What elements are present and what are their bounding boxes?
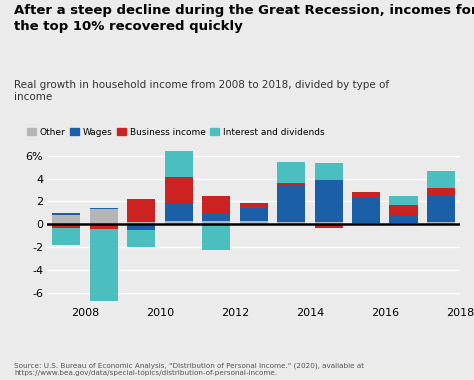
Bar bbox=[127, 230, 155, 247]
Bar bbox=[164, 151, 192, 177]
Bar bbox=[315, 222, 343, 224]
Bar bbox=[352, 198, 380, 223]
Bar bbox=[52, 224, 80, 228]
Bar bbox=[52, 213, 80, 215]
Bar bbox=[352, 223, 380, 224]
Bar bbox=[427, 188, 455, 195]
Bar bbox=[390, 196, 418, 205]
Bar bbox=[52, 228, 80, 245]
Legend: Other, Wages, Business income, Interest and dividends: Other, Wages, Business income, Interest … bbox=[27, 128, 324, 137]
Bar bbox=[127, 222, 155, 224]
Bar bbox=[427, 171, 455, 188]
Bar bbox=[277, 222, 305, 224]
Text: After a steep decline during the Great Recession, incomes for
the top 10% recove: After a steep decline during the Great R… bbox=[14, 4, 474, 33]
Bar bbox=[315, 180, 343, 222]
Bar bbox=[164, 203, 192, 221]
Bar bbox=[427, 195, 455, 222]
Bar bbox=[164, 177, 192, 203]
Bar bbox=[202, 196, 230, 213]
Bar bbox=[239, 208, 268, 221]
Bar bbox=[315, 224, 343, 228]
Bar bbox=[239, 221, 268, 224]
Bar bbox=[127, 224, 155, 230]
Bar bbox=[52, 215, 80, 224]
Bar bbox=[390, 223, 418, 224]
Bar bbox=[277, 183, 305, 185]
Bar bbox=[202, 213, 230, 221]
Bar bbox=[277, 185, 305, 222]
Bar bbox=[90, 209, 118, 224]
Bar bbox=[390, 215, 418, 223]
Text: Source: U.S. Bureau of Economic Analysis, "Distribution of Personal Income." (20: Source: U.S. Bureau of Economic Analysis… bbox=[14, 362, 365, 376]
Bar bbox=[427, 222, 455, 224]
Bar bbox=[277, 162, 305, 183]
Bar bbox=[315, 163, 343, 180]
Bar bbox=[90, 224, 118, 229]
Bar bbox=[90, 208, 118, 209]
Bar bbox=[390, 205, 418, 215]
Text: Real growth in household income from 2008 to 2018, divided by type of
income: Real growth in household income from 200… bbox=[14, 80, 389, 102]
Bar bbox=[202, 224, 230, 250]
Bar bbox=[202, 221, 230, 224]
Bar bbox=[239, 203, 268, 208]
Bar bbox=[127, 199, 155, 222]
Bar bbox=[164, 221, 192, 224]
Bar bbox=[352, 192, 380, 198]
Bar bbox=[90, 229, 118, 301]
